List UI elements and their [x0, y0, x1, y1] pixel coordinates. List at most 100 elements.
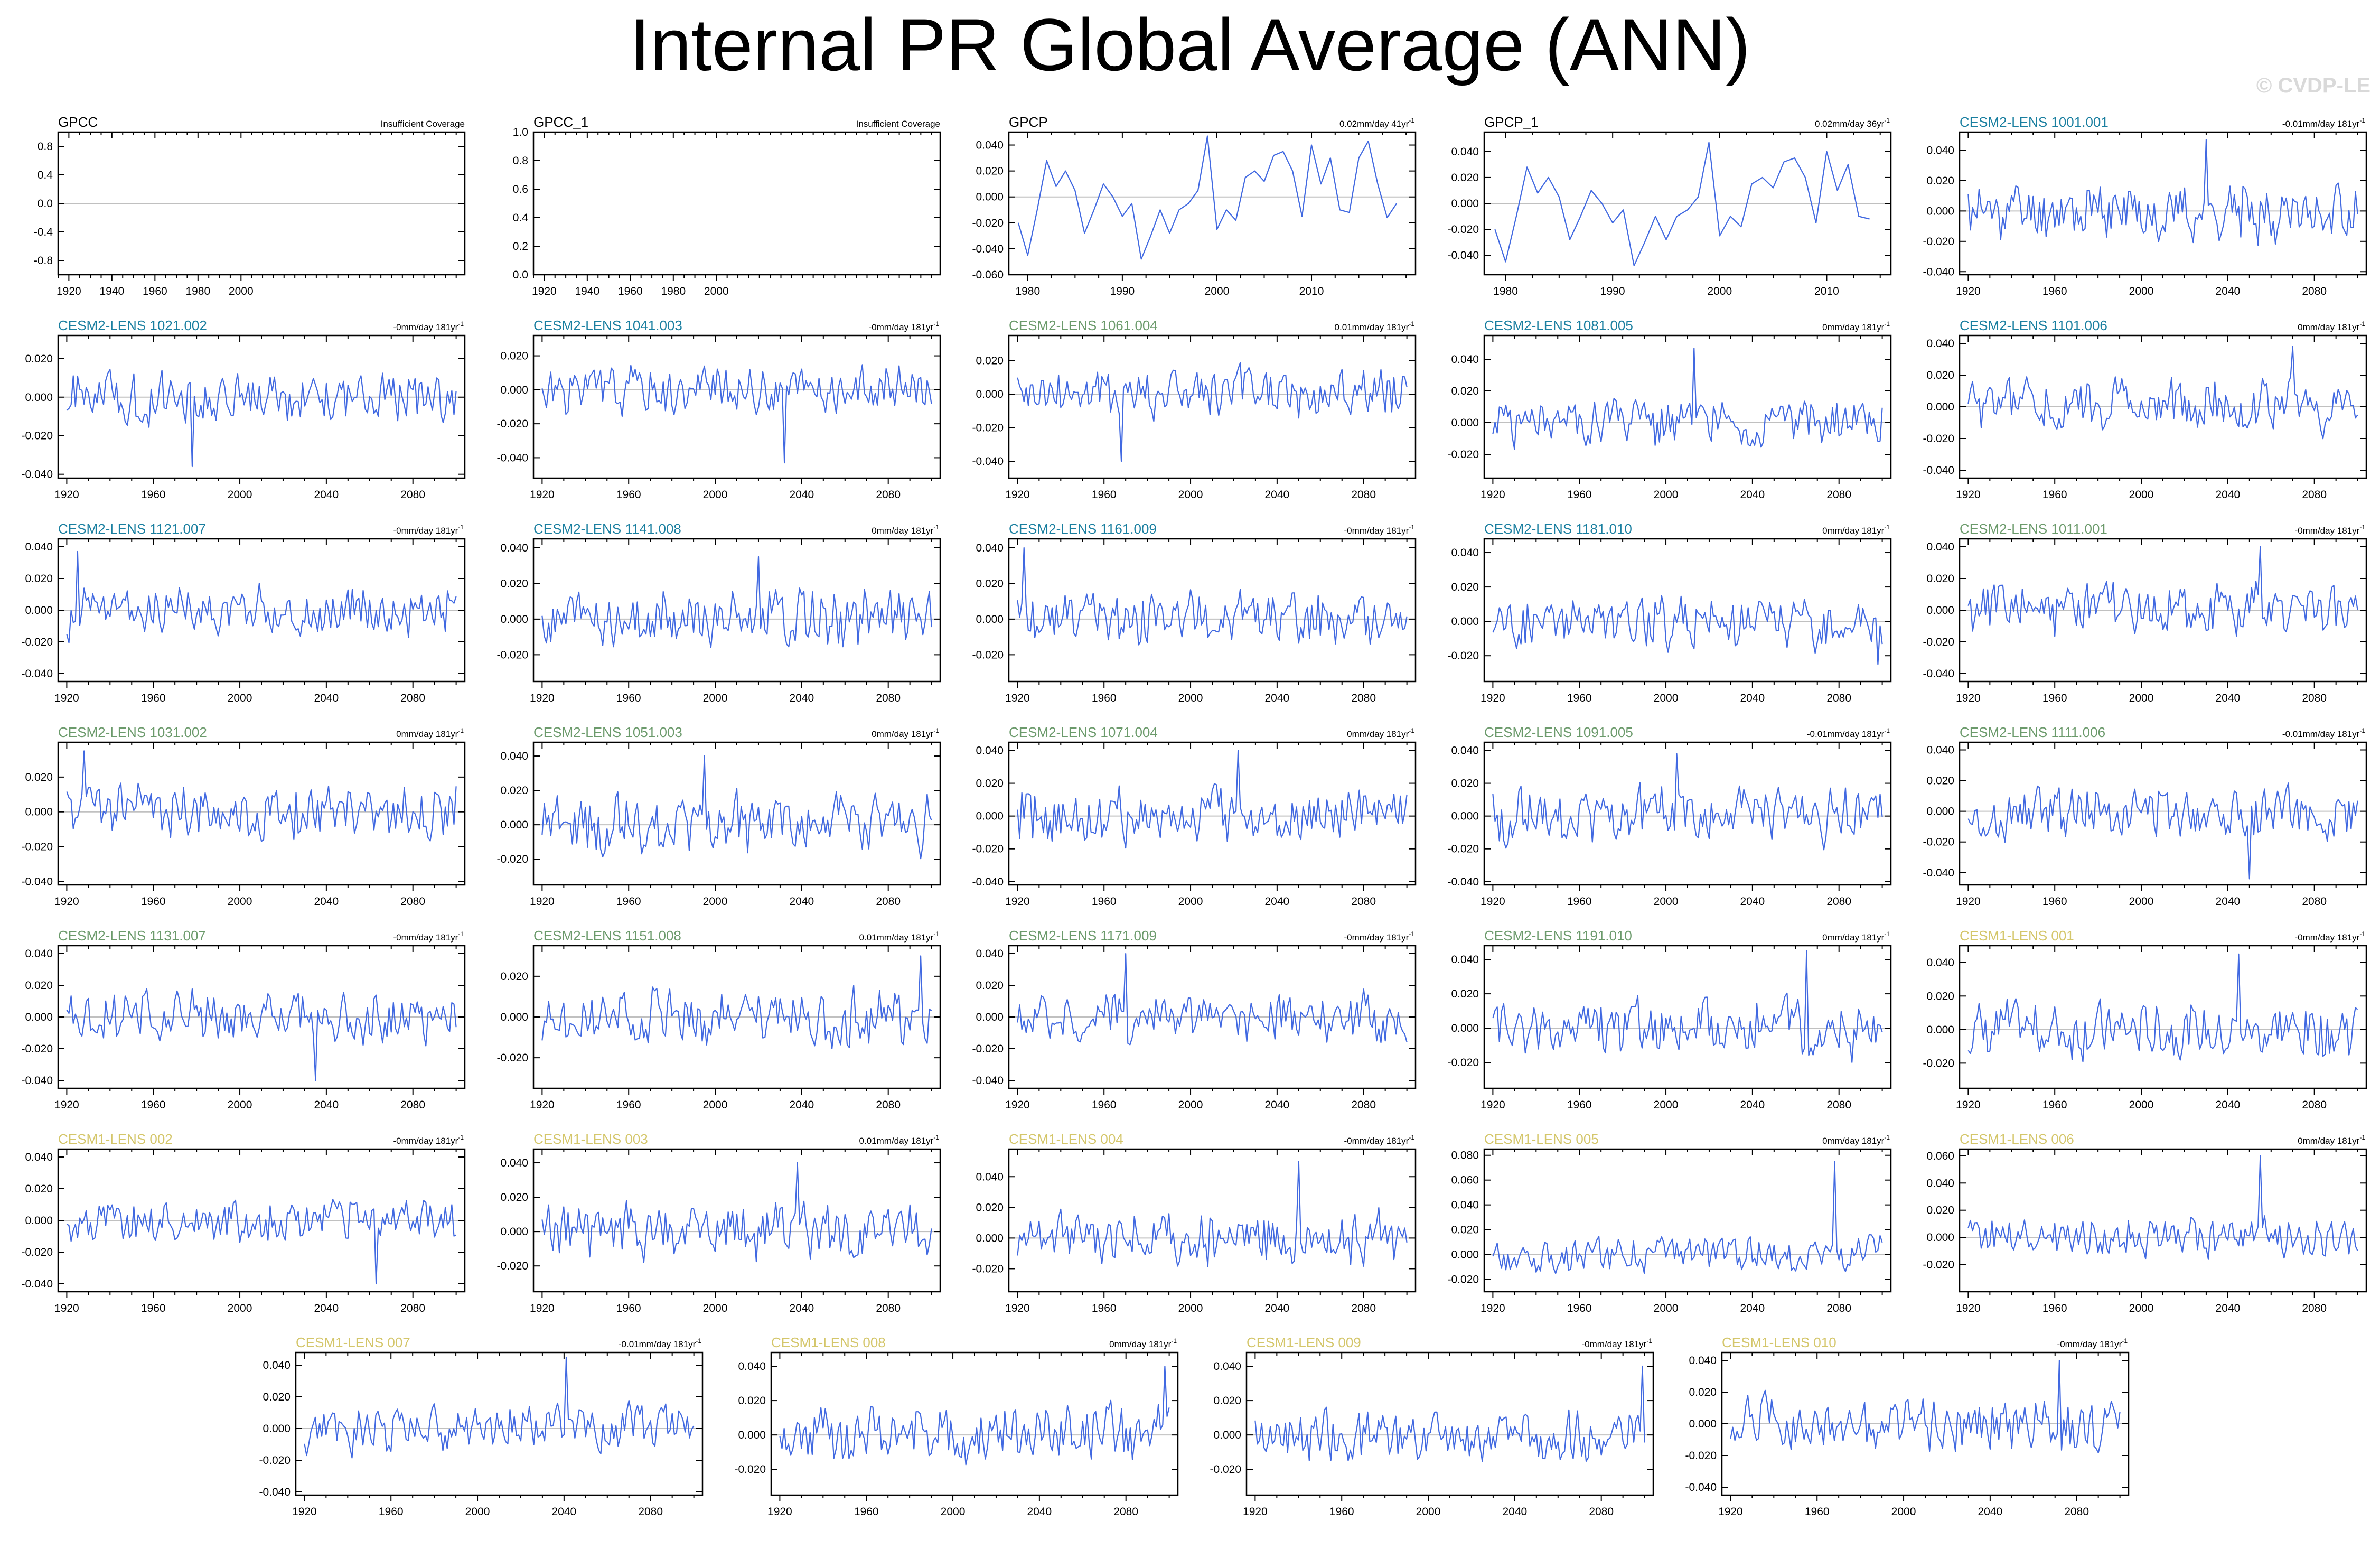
- x-tick-label: 1980: [1493, 285, 1518, 297]
- y-tick-label: -0.020: [1447, 843, 1479, 855]
- x-tick-label: 2080: [400, 1099, 425, 1111]
- y-tick-label: 0.040: [1926, 1177, 1954, 1189]
- chart-panel-7: CESM2-LENS 1041.003 -0mm/day 181yr-1 -0.04…: [496, 318, 941, 501]
- trend-label: -0mm/day 181yr-1: [2295, 930, 2366, 943]
- x-tick-label: 1920: [1005, 895, 1030, 908]
- chart-panel-6: CESM2-LENS 1021.002 -0mm/day 181yr-1 -0.04…: [21, 318, 466, 501]
- y-tick-label: -0.8: [34, 255, 53, 267]
- y-tick-label: -0.020: [1923, 433, 1954, 445]
- x-tick-label: 2000: [1205, 285, 1230, 297]
- y-tick-label: 0.000: [1213, 1429, 1241, 1441]
- y-tick-label: -0.020: [972, 422, 1004, 434]
- x-tick-label: 2080: [1351, 692, 1376, 704]
- y-tick-label: 0.020: [25, 573, 53, 585]
- series-line: [1492, 595, 1883, 665]
- y-tick-label: 0.020: [976, 577, 1004, 590]
- y-tick-label: -0.040: [1447, 249, 1479, 262]
- plot-frame: [532, 334, 941, 479]
- x-tick-label: 1920: [54, 895, 79, 908]
- chart-panel-20: CESM2-LENS 1111.006 -0.01mm/day 181yr-1 -0…: [1923, 724, 2367, 908]
- y-tick-label: 0.020: [25, 979, 53, 992]
- chart-panel-1: GPCC Insufficient Coverage -0.8 -0.4 0.0 0.4 0…: [34, 114, 466, 297]
- plot-frame: [1008, 945, 1417, 1089]
- y-tick-label: 0.020: [1689, 1386, 1717, 1398]
- y-tick-label: -0.020: [972, 843, 1004, 855]
- plot-frame: [57, 945, 466, 1089]
- trend-label: -0mm/day 181yr-1: [393, 524, 464, 536]
- y-tick-label: -0.040: [1923, 464, 1954, 477]
- plot-frame: [295, 1351, 704, 1496]
- x-tick-label: 2000: [1654, 692, 1679, 704]
- series-line: [541, 955, 932, 1049]
- x-tick-label: 2000: [704, 285, 729, 297]
- panel-title: GPCP_1: [1484, 114, 1539, 130]
- y-tick-label: 0.040: [1451, 745, 1479, 757]
- plot-frame: [770, 1351, 1179, 1496]
- x-tick-label: 2040: [1265, 895, 1290, 908]
- series-line: [66, 1199, 457, 1285]
- x-tick-label: 1920: [1005, 1099, 1030, 1111]
- y-tick-label: -0.020: [496, 853, 528, 865]
- chart-panel-12: CESM2-LENS 1141.008 0mm/day 181yr-1 -0.020…: [496, 521, 941, 704]
- panel-title: CESM2-LENS 1161.009: [1009, 521, 1157, 537]
- x-tick-label: 2080: [1826, 895, 1851, 908]
- x-tick-label: 1920: [1005, 1302, 1030, 1314]
- y-tick-label: 0.000: [263, 1423, 291, 1435]
- x-tick-label: 1960: [1567, 489, 1592, 501]
- panel-title: CESM1-LENS 005: [1484, 1131, 1599, 1147]
- panel-title: CESM2-LENS 1091.005: [1484, 724, 1633, 740]
- chart-panel-9: CESM2-LENS 1081.005 0mm/day 181yr-1 -0.020…: [1447, 318, 1892, 501]
- panel-title: CESM1-LENS 002: [58, 1131, 173, 1147]
- trend-label: -0.01mm/day 181yr-1: [619, 1337, 701, 1349]
- series-line: [1492, 1161, 1883, 1274]
- plot-frame: [1721, 1351, 2130, 1496]
- x-tick-label: 2040: [2216, 1099, 2241, 1111]
- y-tick-label: 0.040: [976, 139, 1004, 152]
- chart-panel-21: CESM2-LENS 1131.007 -0mm/day 181yr-1 -0.04…: [21, 928, 466, 1111]
- y-tick-label: 0.040: [1926, 338, 1954, 350]
- y-tick-label: 0.040: [1451, 547, 1479, 559]
- x-tick-label: 2040: [1265, 1099, 1290, 1111]
- chart-panel-10: CESM2-LENS 1101.006 0mm/day 181yr-1 -0.040…: [1923, 318, 2367, 501]
- x-tick-label: 1960: [2042, 285, 2067, 297]
- y-tick-label: -0.020: [1923, 1057, 1954, 1069]
- y-tick-label: 0.020: [1451, 1224, 1479, 1236]
- y-tick-label: -0.040: [496, 452, 528, 464]
- series-line: [779, 1365, 1170, 1466]
- y-tick-label: 0.040: [500, 750, 528, 762]
- panel-title: CESM2-LENS 1071.004: [1009, 724, 1158, 740]
- plot-frame: [1959, 131, 2367, 276]
- x-tick-label: 2040: [2216, 1302, 2241, 1314]
- y-tick-label: -0.020: [1923, 836, 1954, 848]
- trend-label: -0mm/day 181yr-1: [1582, 1337, 1653, 1349]
- y-tick-label: 0.020: [1451, 581, 1479, 593]
- plot-frame: [1959, 1148, 2367, 1293]
- x-tick-label: 2000: [2129, 285, 2154, 297]
- y-tick-label: 0.040: [976, 1171, 1004, 1183]
- x-tick-label: 2040: [1740, 1099, 1765, 1111]
- trend-label: 0mm/day 181yr-1: [1822, 320, 1890, 332]
- x-tick-label: 2000: [228, 692, 252, 704]
- plot-frame: [57, 538, 466, 683]
- y-tick-label: 0.000: [1451, 1022, 1479, 1034]
- x-tick-label: 1920: [1718, 1506, 1743, 1518]
- y-tick-label: 0.040: [1451, 353, 1479, 366]
- y-tick-label: -0.040: [1923, 867, 1954, 879]
- trend-label: 0mm/day 181yr-1: [872, 524, 939, 536]
- x-tick-label: 1920: [1481, 895, 1505, 908]
- x-tick-label: 2080: [400, 1302, 425, 1314]
- plot-frame: [532, 945, 941, 1089]
- chart-panel-29: CESM1-LENS 005 0mm/day 181yr-1 -0.020 0.000…: [1447, 1131, 1892, 1314]
- x-tick-label: 2000: [1707, 285, 1732, 297]
- y-tick-label: 0.020: [738, 1395, 766, 1407]
- x-tick-label: 2000: [228, 895, 252, 908]
- series-line: [1967, 139, 2358, 246]
- x-tick-label: 2080: [876, 692, 901, 704]
- trend-label: -0mm/day 181yr-1: [393, 320, 464, 332]
- chart-panel-16: CESM2-LENS 1031.002 0mm/day 181yr-1 -0.040…: [21, 724, 466, 908]
- plot-frame: [57, 334, 466, 479]
- y-tick-label: 0.040: [25, 948, 53, 960]
- y-tick-label: 0.020: [976, 979, 1004, 992]
- plot-frame: [1959, 334, 2367, 479]
- x-tick-label: 1920: [1956, 285, 1981, 297]
